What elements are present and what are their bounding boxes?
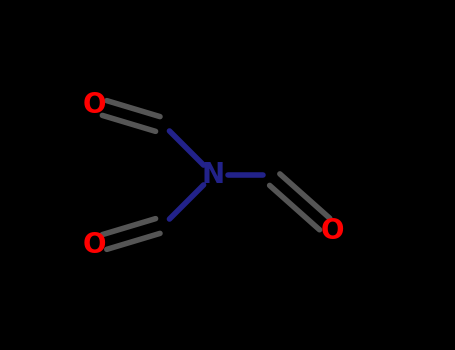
- Text: O: O: [83, 231, 106, 259]
- Text: O: O: [83, 91, 106, 119]
- Text: O: O: [321, 217, 344, 245]
- Text: N: N: [202, 161, 225, 189]
